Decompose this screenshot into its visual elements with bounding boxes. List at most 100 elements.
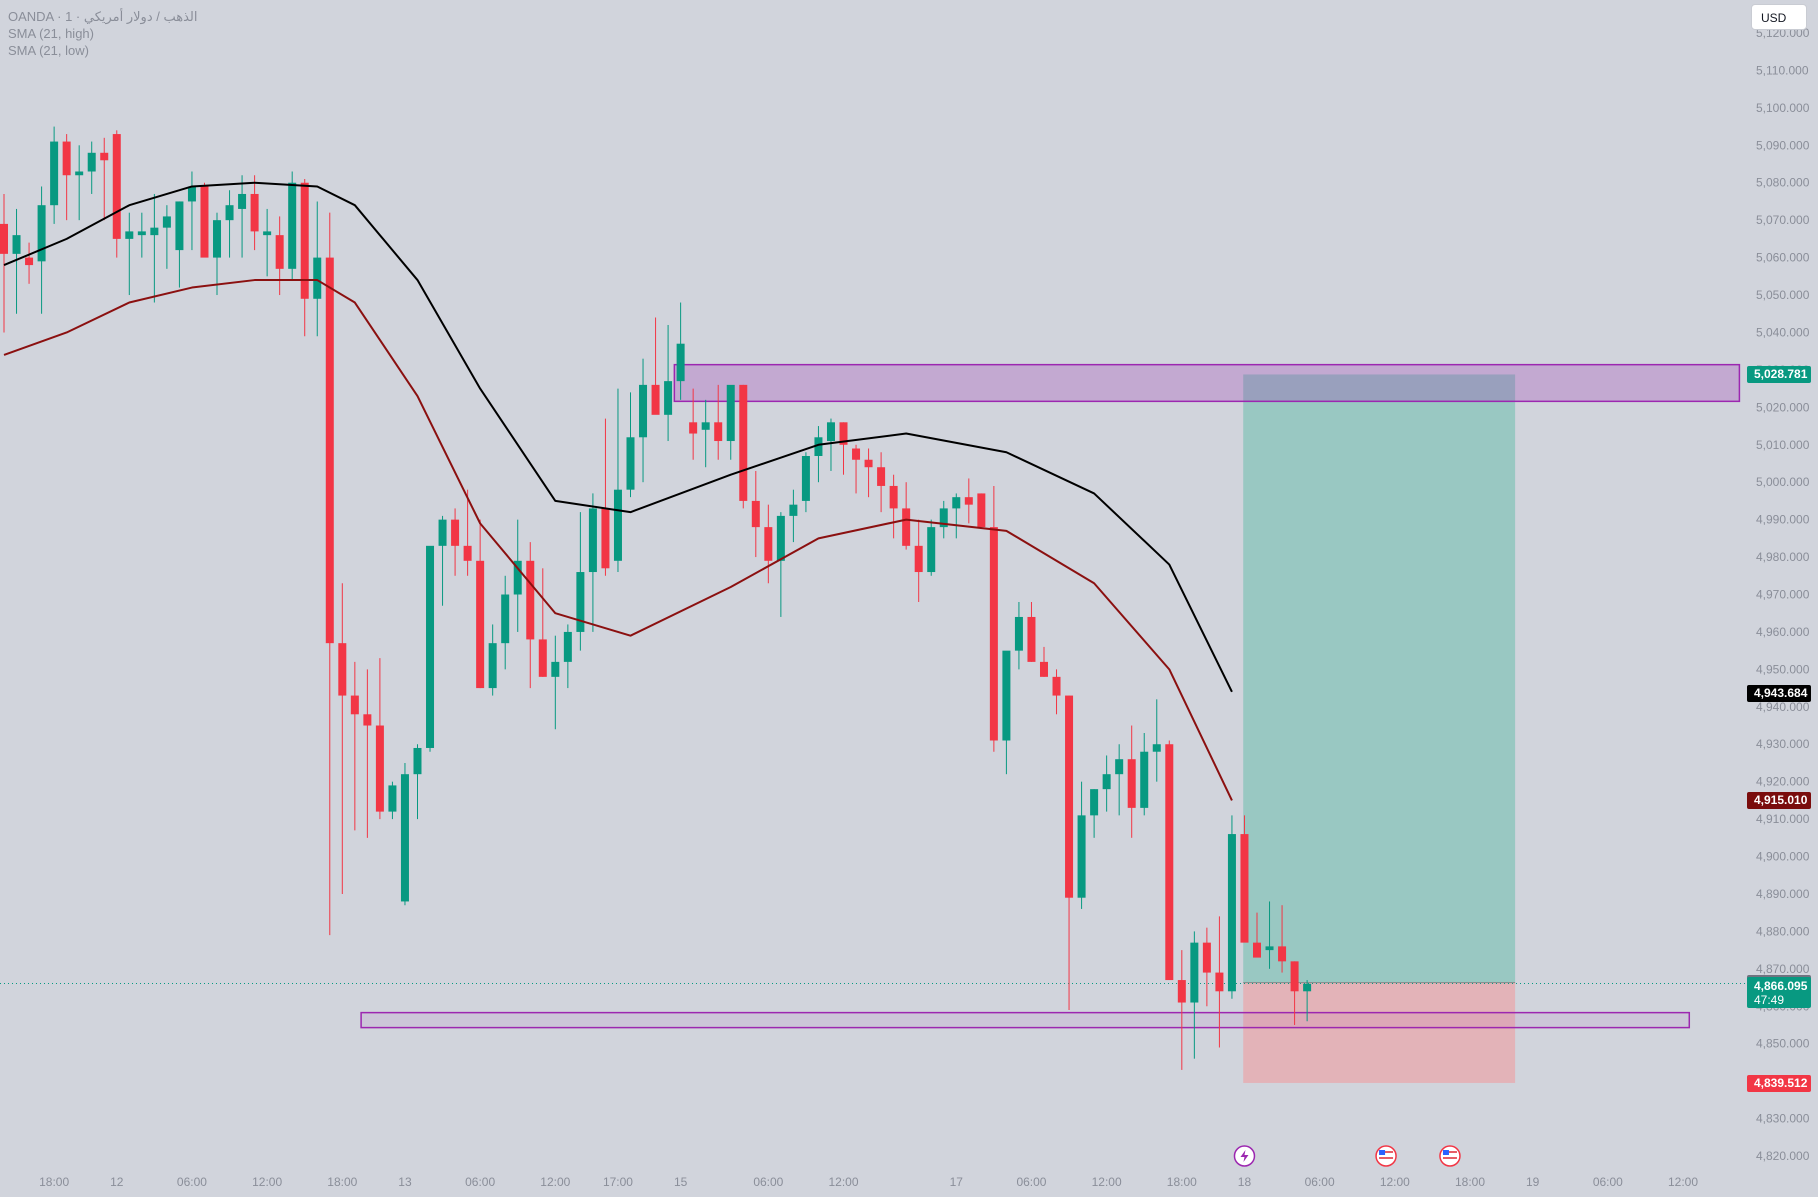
candle-body bbox=[601, 508, 610, 569]
candle-body bbox=[200, 186, 209, 258]
legend-symbol[interactable]: OANDA · الذهب / دولار أمريكي · 1 bbox=[8, 9, 198, 24]
candle-body bbox=[639, 384, 648, 438]
x-tick-label: 06:00 bbox=[1016, 1175, 1046, 1189]
candle-body bbox=[388, 785, 397, 812]
y-tick-label: 5,000.000 bbox=[1756, 475, 1810, 489]
candle-body bbox=[438, 519, 447, 546]
price-tag-label: 4,866.095 bbox=[1754, 979, 1808, 994]
x-tick-label: 18:00 bbox=[1167, 1175, 1197, 1189]
candle-body bbox=[839, 422, 848, 445]
x-tick-label: 12:00 bbox=[540, 1175, 570, 1189]
candle-body bbox=[526, 560, 535, 640]
candle-body bbox=[776, 515, 785, 561]
candle-body bbox=[100, 152, 109, 161]
countdown-label: 47:49 bbox=[1754, 993, 1785, 1008]
candle-body bbox=[1090, 789, 1099, 816]
x-tick-label: 18:00 bbox=[327, 1175, 357, 1189]
candle-body bbox=[613, 489, 622, 561]
x-tick-label: 18:00 bbox=[39, 1175, 69, 1189]
price-tag-label: 4,943.684 bbox=[1754, 686, 1808, 700]
candle-body bbox=[1140, 751, 1149, 808]
y-tick-label: 4,870.000 bbox=[1756, 962, 1810, 976]
candle-body bbox=[651, 384, 660, 415]
x-tick-label: 12:00 bbox=[1668, 1175, 1698, 1189]
zone-rect bbox=[673, 363, 1741, 403]
legend: OANDA · الذهب / دولار أمريكي · 1 SMA (21… bbox=[8, 8, 197, 59]
candle-body bbox=[864, 459, 873, 468]
candle-body bbox=[501, 594, 510, 644]
candle-body bbox=[726, 384, 735, 442]
x-tick-label: 17 bbox=[950, 1175, 964, 1189]
candle-body bbox=[1240, 834, 1249, 943]
y-tick-label: 5,080.000 bbox=[1756, 176, 1810, 190]
candle-body bbox=[275, 235, 284, 269]
x-tick-label: 12:00 bbox=[828, 1175, 858, 1189]
y-tick-label: 5,110.000 bbox=[1756, 63, 1809, 77]
candle-body bbox=[626, 437, 635, 490]
x-tick-label: 06:00 bbox=[1593, 1175, 1623, 1189]
x-tick-label: 12:00 bbox=[252, 1175, 282, 1189]
candle-body bbox=[75, 171, 84, 176]
candle-body bbox=[1152, 744, 1161, 752]
legend-sma-low[interactable]: SMA (21, low) bbox=[8, 43, 89, 58]
price-tag: 4,943.684 bbox=[1747, 685, 1811, 702]
candle-body bbox=[764, 527, 773, 561]
candle-body bbox=[37, 205, 46, 262]
x-tick-label: 17:00 bbox=[603, 1175, 633, 1189]
legend-sma-high[interactable]: SMA (21, high) bbox=[8, 26, 94, 41]
zone-rect bbox=[360, 1011, 1691, 1029]
y-tick-label: 4,830.000 bbox=[1756, 1112, 1810, 1126]
y-tick-label: 4,880.000 bbox=[1756, 924, 1810, 938]
candle-body bbox=[701, 422, 710, 430]
flag-canton bbox=[1442, 1150, 1449, 1155]
candle-body bbox=[463, 545, 472, 561]
candle-body bbox=[538, 639, 547, 677]
candle-body bbox=[801, 455, 810, 501]
candle-body bbox=[476, 560, 485, 689]
candle-body bbox=[125, 231, 134, 239]
y-tick-label: 4,910.000 bbox=[1756, 812, 1810, 826]
price-tag: 4,915.010 bbox=[1747, 792, 1811, 810]
y-tick-label: 4,970.000 bbox=[1756, 588, 1810, 602]
candle-body bbox=[426, 545, 435, 748]
price-tag: 4,839.512 bbox=[1747, 1074, 1811, 1092]
candle-body bbox=[400, 774, 409, 902]
currency-button[interactable]: USD bbox=[1751, 4, 1807, 30]
candle-body bbox=[0, 223, 8, 254]
candle-body bbox=[87, 152, 96, 172]
candle-body bbox=[1102, 774, 1111, 790]
candle-body bbox=[12, 235, 21, 254]
candle-body bbox=[1290, 961, 1299, 992]
candle-body bbox=[1115, 759, 1124, 775]
candle-body bbox=[751, 500, 760, 528]
candle-body bbox=[714, 422, 723, 442]
candle-body bbox=[1027, 616, 1036, 662]
candle-body bbox=[1190, 942, 1199, 1003]
price-tag: 4,866.095 47:49 bbox=[1747, 977, 1811, 1009]
y-tick-label: 4,990.000 bbox=[1756, 513, 1810, 527]
candle-body bbox=[62, 141, 71, 176]
candle-body bbox=[513, 560, 522, 595]
lightning-icon-bolt bbox=[1240, 1150, 1249, 1162]
lightning-icon bbox=[1233, 1145, 1256, 1167]
y-tick-label: 4,920.000 bbox=[1756, 775, 1810, 789]
candle-body bbox=[238, 193, 247, 209]
candle-body bbox=[739, 384, 748, 501]
candle-body bbox=[576, 572, 585, 632]
us-flag-icon bbox=[1375, 1145, 1397, 1167]
candle-body bbox=[1077, 815, 1086, 898]
candle-body bbox=[826, 422, 835, 442]
sma-low-line bbox=[3, 279, 1233, 801]
y-tick-label: 5,090.000 bbox=[1756, 138, 1810, 152]
candle-body bbox=[1127, 759, 1136, 808]
y-tick-label: 5,010.000 bbox=[1756, 438, 1810, 452]
y-tick-label: 4,950.000 bbox=[1756, 662, 1810, 676]
candle-body bbox=[588, 508, 597, 573]
candle-body bbox=[852, 448, 861, 460]
candle-body bbox=[814, 437, 823, 456]
candle-body bbox=[1014, 616, 1023, 651]
candle-body bbox=[263, 231, 272, 236]
candle-body bbox=[877, 467, 886, 486]
